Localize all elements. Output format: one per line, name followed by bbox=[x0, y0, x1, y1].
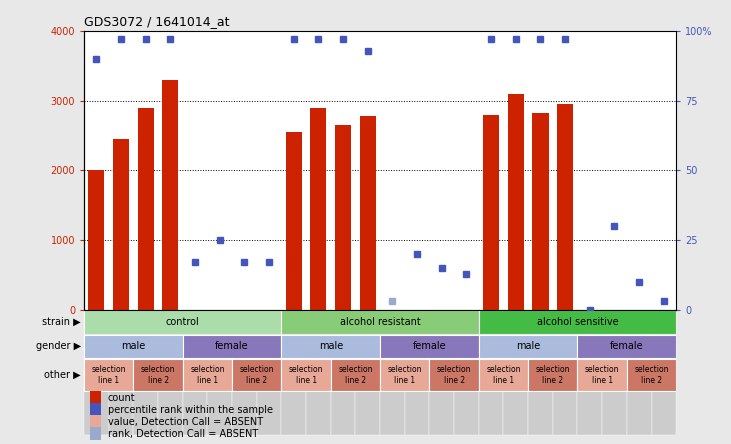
Bar bbox=[330, 359, 380, 391]
Bar bbox=[335, 125, 351, 310]
Text: gender ▶: gender ▶ bbox=[36, 341, 81, 351]
Text: other ▶: other ▶ bbox=[45, 370, 81, 380]
Text: male: male bbox=[516, 341, 540, 351]
Text: selection
line 1: selection line 1 bbox=[190, 365, 224, 385]
Text: selection
line 1: selection line 1 bbox=[585, 365, 619, 385]
Bar bbox=[162, 80, 178, 310]
Text: percentile rank within the sample: percentile rank within the sample bbox=[107, 404, 273, 415]
Text: female: female bbox=[216, 341, 249, 351]
Bar bbox=[577, 359, 627, 391]
Bar bbox=[183, 359, 232, 391]
Bar bbox=[651, 310, 676, 435]
Bar bbox=[479, 335, 577, 358]
Bar bbox=[577, 310, 602, 435]
Bar bbox=[330, 310, 355, 435]
Bar bbox=[360, 116, 376, 310]
Bar bbox=[479, 310, 504, 435]
Bar bbox=[232, 310, 257, 435]
Text: GDS3072 / 1641014_at: GDS3072 / 1641014_at bbox=[84, 16, 230, 28]
Text: female: female bbox=[413, 341, 446, 351]
Text: selection
line 2: selection line 2 bbox=[635, 365, 669, 385]
Bar bbox=[479, 310, 676, 334]
Bar bbox=[88, 170, 105, 310]
Text: control: control bbox=[166, 317, 200, 327]
Text: count: count bbox=[107, 392, 135, 403]
Bar bbox=[504, 310, 528, 435]
Text: male: male bbox=[319, 341, 343, 351]
Text: strain ▶: strain ▶ bbox=[42, 317, 81, 327]
Bar bbox=[430, 310, 454, 435]
Bar bbox=[553, 310, 577, 435]
Bar bbox=[90, 427, 101, 440]
Bar bbox=[627, 310, 651, 435]
Bar bbox=[158, 310, 183, 435]
Bar bbox=[281, 359, 331, 391]
Bar bbox=[380, 335, 479, 358]
Text: selection
line 2: selection line 2 bbox=[437, 365, 471, 385]
Bar bbox=[281, 310, 306, 435]
Bar bbox=[528, 359, 577, 391]
Bar bbox=[602, 310, 627, 435]
Bar bbox=[208, 310, 232, 435]
Text: male: male bbox=[121, 341, 145, 351]
Bar bbox=[405, 310, 430, 435]
Text: rank, Detection Call = ABSENT: rank, Detection Call = ABSENT bbox=[107, 428, 258, 439]
Text: alcohol resistant: alcohol resistant bbox=[340, 317, 420, 327]
Text: selection
line 2: selection line 2 bbox=[141, 365, 175, 385]
Bar bbox=[113, 139, 129, 310]
Bar bbox=[430, 359, 479, 391]
Text: value, Detection Call = ABSENT: value, Detection Call = ABSENT bbox=[107, 416, 263, 427]
Bar bbox=[380, 310, 405, 435]
Bar bbox=[532, 113, 548, 310]
Text: selection
line 2: selection line 2 bbox=[338, 365, 373, 385]
Bar bbox=[109, 310, 134, 435]
Bar bbox=[479, 359, 528, 391]
Bar bbox=[577, 335, 676, 358]
Bar bbox=[183, 310, 208, 435]
Bar bbox=[281, 310, 479, 334]
Bar bbox=[257, 310, 281, 435]
Bar bbox=[281, 335, 380, 358]
Bar bbox=[90, 415, 101, 428]
Bar bbox=[306, 310, 330, 435]
Text: selection
line 2: selection line 2 bbox=[240, 365, 274, 385]
Bar bbox=[137, 108, 154, 310]
Bar bbox=[90, 391, 101, 404]
Bar bbox=[311, 108, 327, 310]
Bar bbox=[183, 335, 281, 358]
Bar bbox=[90, 403, 101, 416]
Text: selection
line 1: selection line 1 bbox=[91, 365, 126, 385]
Text: selection
line 1: selection line 1 bbox=[486, 365, 520, 385]
Text: selection
line 1: selection line 1 bbox=[289, 365, 323, 385]
Bar bbox=[134, 310, 158, 435]
Text: selection
line 1: selection line 1 bbox=[387, 365, 422, 385]
Bar bbox=[355, 310, 380, 435]
Bar bbox=[528, 310, 553, 435]
Bar bbox=[508, 94, 524, 310]
Text: female: female bbox=[610, 341, 643, 351]
Bar bbox=[454, 310, 479, 435]
Bar bbox=[84, 335, 183, 358]
Bar bbox=[286, 132, 302, 310]
Text: selection
line 2: selection line 2 bbox=[536, 365, 570, 385]
Bar bbox=[232, 359, 281, 391]
Bar bbox=[627, 359, 676, 391]
Bar bbox=[134, 359, 183, 391]
Bar bbox=[84, 310, 109, 435]
Bar bbox=[557, 103, 573, 310]
Text: alcohol sensitive: alcohol sensitive bbox=[537, 317, 618, 327]
Bar bbox=[380, 359, 430, 391]
Bar bbox=[84, 359, 133, 391]
Bar bbox=[483, 115, 499, 310]
Bar bbox=[84, 310, 281, 334]
